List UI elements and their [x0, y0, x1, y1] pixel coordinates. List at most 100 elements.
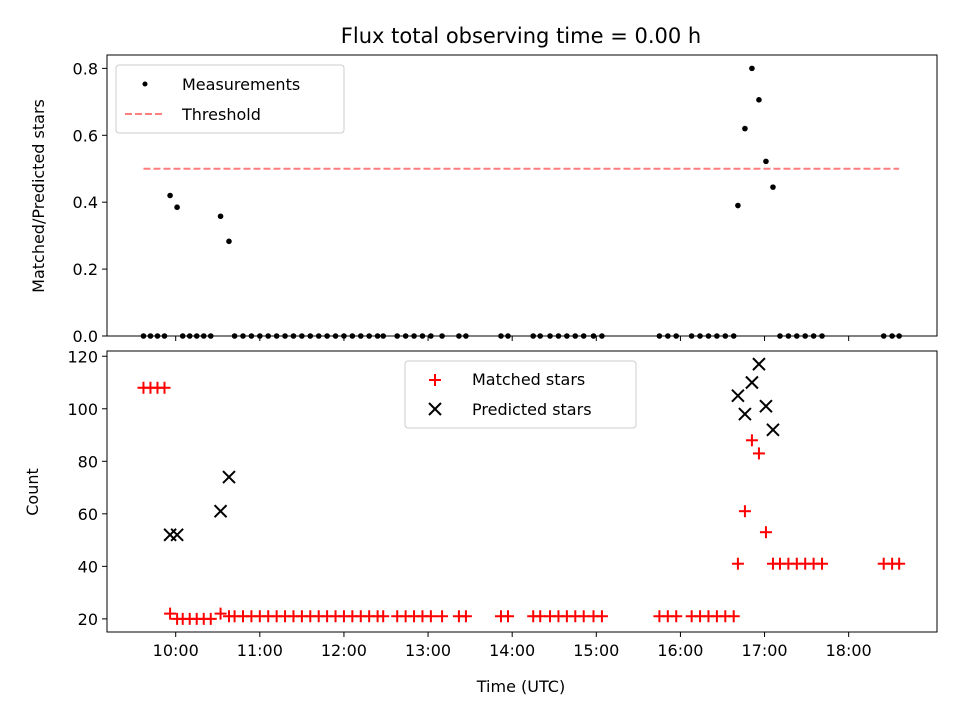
- legend-measurements-marker: [142, 81, 148, 87]
- matched-star-point: [745, 434, 758, 447]
- matched-star-point: [752, 447, 765, 460]
- bottom-y-tick-label: 20: [78, 610, 98, 629]
- measurement-point: [257, 333, 263, 339]
- top-y-tick-label: 0.4: [73, 193, 98, 212]
- measurement-point: [439, 333, 445, 339]
- bottom-y-tick-label: 80: [78, 452, 98, 471]
- measurement-point: [880, 333, 887, 339]
- measurement-point: [179, 333, 186, 339]
- measurement-point: [735, 202, 741, 209]
- measurement-point: [200, 333, 207, 339]
- predicted-star-point: [766, 423, 780, 437]
- matched-star-point: [816, 557, 829, 570]
- predicted-star-point: [738, 407, 752, 421]
- measurement-point: [456, 333, 462, 339]
- matched-star-point: [595, 610, 608, 623]
- legend-bottom-box: [404, 360, 637, 429]
- measurement-point: [394, 333, 401, 339]
- legend-matched-marker: [429, 374, 441, 386]
- predicted-star-stroke: [759, 399, 773, 413]
- measurement-point: [332, 333, 339, 339]
- matched-star-point: [424, 610, 437, 623]
- measurement-point: [349, 333, 356, 339]
- top-y-tick-label: 0.0: [73, 327, 98, 346]
- measurement-point: [599, 333, 605, 339]
- measurement-point: [193, 333, 200, 339]
- predicted-star-stroke: [213, 504, 228, 518]
- matched-star-point: [214, 607, 227, 620]
- measurement-point: [374, 333, 381, 339]
- predicted-star-point: [170, 528, 184, 542]
- measurement-point: [428, 333, 434, 339]
- measurement-point: [240, 333, 246, 339]
- measurement-point: [307, 333, 314, 339]
- measurement-point: [889, 333, 895, 339]
- predicted-star-point: [745, 375, 759, 390]
- matched-star-point: [731, 557, 744, 570]
- measurement-point: [547, 333, 553, 339]
- measurement-point: [273, 333, 280, 339]
- x-tick-label: 16:00: [657, 641, 703, 660]
- legend-predicted-marker: [428, 402, 442, 416]
- legend-top: Measurements Threshold: [115, 64, 345, 134]
- measurement-point: [722, 333, 729, 339]
- measurement-point: [763, 158, 769, 165]
- measurement-point: [154, 333, 161, 339]
- measurement-point: [714, 333, 720, 339]
- measurement-point: [590, 333, 597, 339]
- measurement-point: [537, 333, 544, 339]
- measurement-point: [580, 333, 587, 339]
- measurement-point: [656, 333, 663, 339]
- measurement-point: [749, 65, 755, 72]
- legend-bottom: Matched stars Predicted stars: [404, 360, 637, 429]
- matched-star-point: [204, 612, 217, 625]
- measurement-point: [366, 333, 372, 339]
- measurement-point: [217, 213, 224, 220]
- predicted-star-point: [752, 357, 766, 371]
- matched-star-point: [158, 381, 171, 394]
- legend-matched-label: Matched stars: [472, 370, 585, 389]
- measurement-point: [730, 333, 737, 339]
- x-tick-label: 14:00: [489, 641, 535, 660]
- top-plot-frame: [106, 54, 938, 337]
- measurement-point: [742, 125, 748, 132]
- measurement-point: [186, 333, 193, 339]
- matched-star-point: [670, 610, 683, 623]
- measurement-point: [411, 333, 417, 339]
- top-y-tick-label: 0.6: [73, 126, 98, 145]
- predicted-star-stroke: [170, 528, 184, 542]
- bottom-y-tick-label: 60: [78, 505, 98, 524]
- x-axis-label: Time (UTC): [476, 677, 565, 696]
- measurement-point: [140, 333, 147, 339]
- bottom-y-axis-label: Count: [23, 468, 42, 516]
- predicted-star-stroke: [738, 407, 752, 421]
- x-tick-label: 12:00: [321, 641, 367, 660]
- matched-star-point: [501, 610, 514, 623]
- bottom-plot-frame: [106, 350, 938, 633]
- measurement-point: [896, 333, 902, 339]
- x-tick-label: 13:00: [405, 641, 451, 660]
- bottom-y-tick-label: 100: [67, 400, 98, 419]
- predicted-star-point: [759, 399, 773, 413]
- measurement-point: [665, 333, 671, 339]
- measurement-point: [324, 333, 330, 339]
- matched-star-point: [377, 610, 390, 623]
- predicted-star-stroke: [222, 470, 236, 484]
- bottom-y-tick-label: 120: [67, 347, 98, 366]
- matched-star-point: [459, 610, 472, 623]
- measurement-point: [290, 333, 297, 339]
- measurement-point: [785, 333, 792, 339]
- measurement-point: [265, 333, 272, 339]
- measurement-point: [231, 333, 238, 339]
- chart-title: Flux total observing time = 0.00 h: [341, 24, 701, 48]
- matched-star-point: [738, 505, 751, 518]
- measurement-point: [810, 333, 817, 339]
- measurement-point: [380, 333, 386, 339]
- measurement-point: [147, 333, 154, 339]
- measurement-point: [174, 204, 180, 211]
- measurement-point: [402, 333, 409, 339]
- measurement-point: [697, 333, 703, 339]
- legend-threshold-label: Threshold: [181, 105, 261, 124]
- measurement-point: [498, 333, 504, 339]
